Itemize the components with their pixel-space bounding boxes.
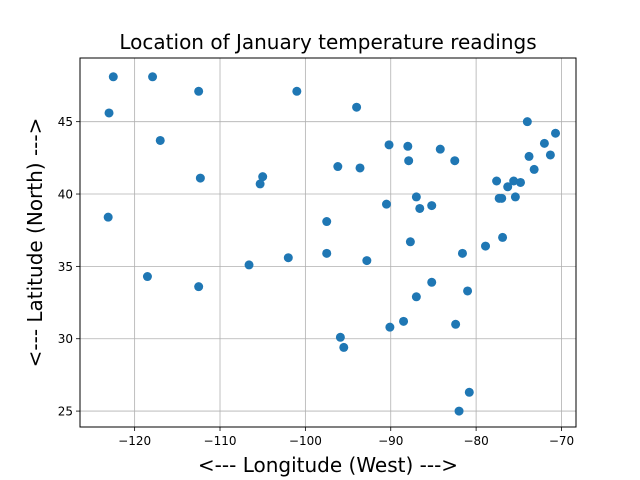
data-point bbox=[195, 173, 205, 183]
data-point bbox=[142, 272, 152, 282]
data-point bbox=[435, 144, 445, 154]
data-point bbox=[498, 232, 508, 242]
data-point bbox=[510, 192, 520, 202]
x-tick-label: −80 bbox=[463, 434, 488, 448]
data-point bbox=[335, 332, 345, 342]
data-point bbox=[108, 72, 118, 82]
x-tick-label: −70 bbox=[549, 434, 574, 448]
data-point bbox=[516, 177, 526, 187]
data-point bbox=[148, 72, 158, 82]
data-point bbox=[244, 260, 254, 270]
data-point bbox=[539, 138, 549, 148]
x-tick-label: −100 bbox=[289, 434, 322, 448]
chart-title: Location of January temperature readings bbox=[119, 30, 536, 54]
data-point bbox=[399, 316, 409, 326]
data-point bbox=[322, 248, 332, 258]
data-point bbox=[451, 319, 461, 329]
data-point bbox=[339, 342, 349, 352]
data-point bbox=[403, 141, 413, 151]
data-point bbox=[322, 217, 332, 227]
y-tick-label: 30 bbox=[58, 332, 73, 346]
data-point bbox=[457, 248, 467, 258]
data-point bbox=[492, 176, 502, 186]
data-point bbox=[381, 199, 391, 209]
data-point bbox=[463, 286, 473, 296]
data-point bbox=[481, 241, 491, 251]
data-point bbox=[497, 193, 507, 203]
data-point bbox=[384, 140, 394, 150]
data-point bbox=[524, 151, 534, 161]
data-point bbox=[404, 156, 414, 166]
data-point bbox=[405, 237, 415, 247]
data-point bbox=[104, 108, 114, 118]
y-axis-label: <--- Latitude (North) ---> bbox=[23, 118, 47, 368]
data-point bbox=[258, 172, 268, 182]
data-point bbox=[194, 282, 204, 292]
data-point bbox=[362, 256, 372, 266]
data-point bbox=[427, 201, 437, 211]
data-points bbox=[103, 72, 561, 416]
plot-frame bbox=[79, 57, 577, 428]
y-axis-ticks: 25 30 35 40 45 bbox=[58, 115, 80, 419]
data-point bbox=[292, 86, 302, 96]
data-point bbox=[255, 179, 265, 189]
data-point bbox=[155, 135, 165, 145]
data-point bbox=[464, 387, 474, 397]
y-tick-label: 25 bbox=[58, 405, 73, 419]
data-point bbox=[194, 86, 204, 96]
data-point bbox=[522, 117, 532, 127]
x-tick-label: −90 bbox=[378, 434, 403, 448]
data-point bbox=[551, 128, 561, 138]
data-point bbox=[355, 163, 365, 173]
data-point bbox=[283, 253, 293, 263]
data-point bbox=[503, 182, 513, 192]
y-tick-label: 35 bbox=[58, 260, 73, 274]
data-point bbox=[411, 292, 421, 302]
y-tick-label: 45 bbox=[58, 115, 73, 129]
data-point bbox=[385, 322, 395, 332]
data-point bbox=[454, 406, 464, 416]
data-point bbox=[411, 192, 421, 202]
data-point bbox=[427, 277, 437, 287]
data-point bbox=[415, 203, 425, 213]
data-point bbox=[509, 176, 519, 186]
x-axis-label: <--- Longitude (West) ---> bbox=[198, 453, 458, 477]
x-tick-label: −120 bbox=[118, 434, 151, 448]
grid-lines bbox=[80, 58, 576, 427]
data-point bbox=[529, 164, 539, 174]
data-point bbox=[545, 150, 555, 160]
data-point bbox=[450, 156, 460, 166]
x-tick-label: −110 bbox=[204, 434, 237, 448]
y-tick-label: 40 bbox=[58, 188, 73, 202]
x-axis-ticks: −120 −110 −100 −90 −80 −70 bbox=[118, 427, 574, 448]
data-point bbox=[103, 212, 113, 222]
data-point bbox=[333, 162, 343, 172]
data-point bbox=[352, 102, 362, 112]
